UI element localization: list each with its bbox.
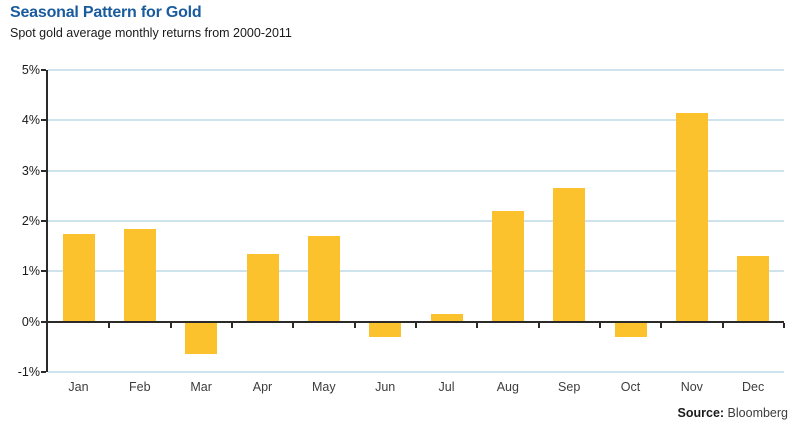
y-axis-tick	[41, 169, 46, 172]
bar-jul	[430, 314, 463, 322]
y-axis-tick	[41, 320, 46, 323]
x-axis-tick	[537, 322, 540, 328]
bar-jan	[62, 233, 95, 322]
x-axis-tick	[108, 322, 111, 328]
x-axis-tick	[292, 322, 295, 328]
y-axis-label-2%: 2%	[21, 214, 40, 228]
x-axis-label-feb: Feb	[129, 380, 151, 394]
bar-nov	[676, 112, 708, 322]
x-axis-tick	[783, 322, 785, 328]
source-label: Source:	[677, 406, 725, 420]
y-axis-label-4%: 4%	[21, 113, 40, 128]
y-axis-label-0%: 0%	[21, 314, 40, 329]
x-axis-tick	[415, 322, 417, 328]
y-axis-line	[46, 70, 48, 372]
gridline-4%	[48, 119, 784, 122]
x-axis-tick	[353, 322, 356, 328]
plot-area	[41, 69, 785, 373]
x-axis-zero-line	[48, 320, 784, 323]
chart-title: Seasonal Pattern for Gold	[10, 4, 202, 21]
x-axis-label-may: May	[312, 380, 336, 394]
x-axis-label-jul: Jul	[438, 380, 455, 394]
gridline-3%	[48, 169, 784, 172]
bar-apr	[246, 253, 279, 322]
x-axis-label-jun: Jun	[375, 380, 396, 394]
bar-oct	[614, 321, 647, 337]
y-axis-tick	[41, 119, 46, 122]
gridline-2%	[48, 220, 784, 222]
gridline-5%	[48, 69, 784, 71]
bar-aug	[492, 210, 524, 322]
bar-feb	[124, 228, 156, 322]
y-axis-label-5%: 5%	[21, 63, 40, 77]
x-axis-tick	[721, 322, 724, 328]
x-axis-tick	[231, 322, 233, 328]
x-axis-label-nov: Nov	[680, 380, 703, 394]
x-axis-label-oct: Oct	[620, 380, 641, 394]
gridline-1%	[48, 270, 784, 273]
x-axis-tick	[169, 322, 172, 328]
bar-mar	[185, 321, 218, 355]
x-axis-label-aug: Aug	[496, 380, 519, 394]
x-axis-tick	[476, 322, 479, 328]
x-axis-label-sep: Sep	[558, 380, 581, 394]
x-axis-label-apr: Apr	[252, 380, 273, 394]
x-axis-label-dec: Dec	[742, 380, 765, 394]
x-axis-label-jan: Jan	[68, 380, 89, 394]
gridline--1%	[48, 371, 784, 373]
source-value: Bloomberg	[727, 406, 788, 420]
x-axis-tick	[599, 322, 601, 328]
y-axis-tick	[41, 69, 46, 71]
y-axis-tick	[41, 270, 46, 273]
x-axis-tick	[660, 322, 663, 328]
x-axis-label-mar: Mar	[190, 380, 212, 394]
chart-subtitle: Spot gold average monthly returns from 2…	[10, 26, 292, 40]
y-axis-tick	[41, 371, 46, 373]
bar-jun	[369, 321, 402, 337]
y-axis-label--1%: -1%	[17, 365, 40, 379]
bar-dec	[737, 256, 770, 322]
y-axis-label-3%: 3%	[21, 163, 40, 178]
y-axis-tick	[41, 220, 46, 222]
bar-may	[308, 236, 340, 322]
source-attribution: Source: Bloomberg	[678, 406, 788, 420]
y-axis-label-1%: 1%	[21, 264, 40, 279]
bar-sep	[553, 188, 586, 322]
